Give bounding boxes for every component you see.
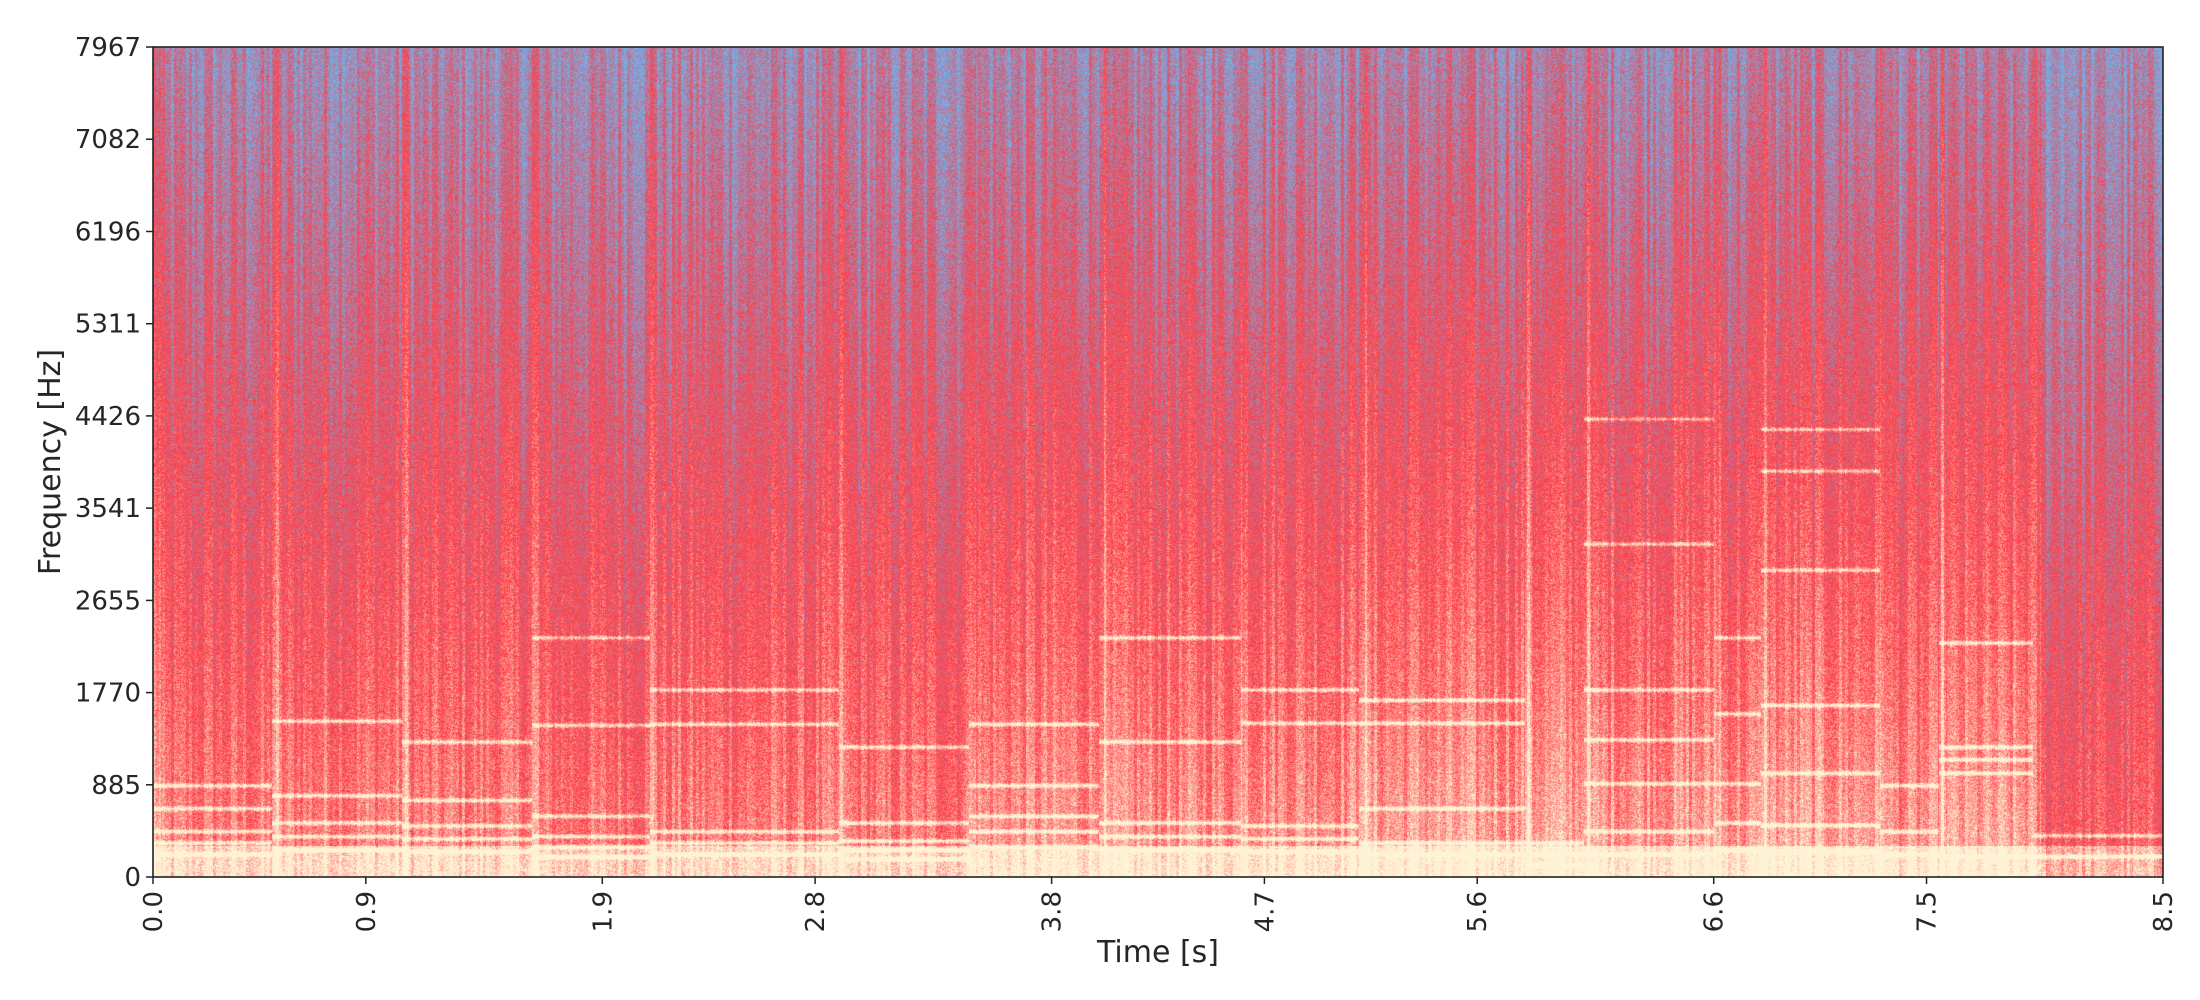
x-tick-label: 4.7 [1250, 891, 1280, 932]
y-tick-label: 6196 [75, 218, 141, 248]
x-tick-label: 7.5 [1913, 891, 1943, 932]
spectrogram-image [153, 47, 2163, 877]
x-tick-label: 0.0 [139, 891, 169, 932]
x-tick-label: 2.8 [801, 891, 831, 932]
y-tick-label: 1770 [75, 679, 141, 709]
x-tick-label: 6.6 [1700, 891, 1730, 932]
y-axis-ticks: 0 885 1770 2655 3541 4426 5311 6196 7082 7967 [75, 33, 153, 893]
x-axis-ticks: 0.0 0.9 1.9 2.8 3.8 4.7 5.6 6.6 7.5 8.5 [139, 877, 2179, 932]
x-tick-label: 0.9 [352, 891, 382, 932]
y-tick-label: 5311 [75, 310, 141, 340]
y-axis-label: Frequency [Hz] [33, 349, 68, 575]
y-tick-label: 2655 [75, 586, 141, 616]
y-tick-label: 7967 [75, 33, 141, 63]
x-axis-label: Time [s] [1096, 935, 1219, 970]
spectrogram-canvas-holder [153, 47, 2163, 877]
y-tick-label: 4426 [75, 402, 141, 432]
x-tick-label: 8.5 [2149, 891, 2179, 932]
y-tick-label: 3541 [75, 494, 141, 524]
x-tick-label: 1.9 [588, 891, 618, 932]
y-tick-label: 7082 [75, 125, 141, 155]
plot-frame [152, 46, 2164, 878]
y-tick-label: 0 [124, 863, 141, 893]
y-tick-label: 885 [91, 771, 141, 801]
x-tick-label: 5.6 [1463, 891, 1493, 932]
x-tick-label: 3.8 [1038, 891, 1068, 932]
